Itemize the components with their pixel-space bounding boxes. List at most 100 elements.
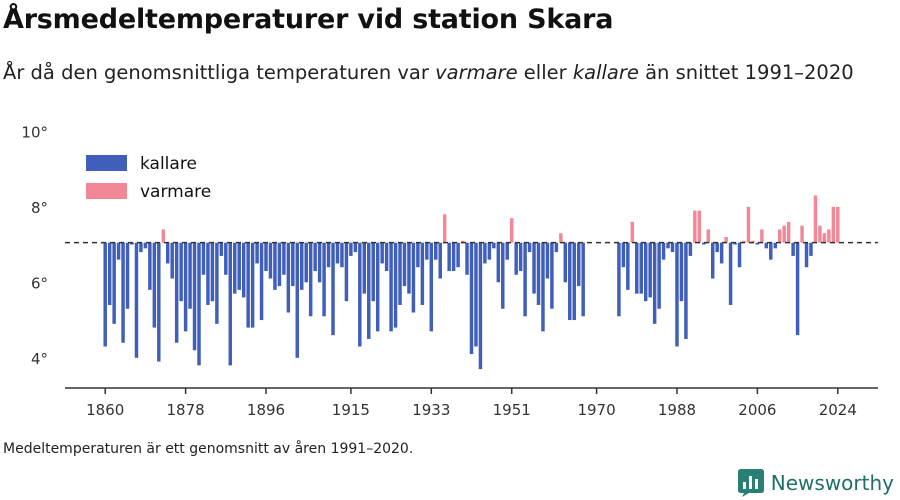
bar-colder [474, 242, 478, 347]
bar-colder [425, 242, 429, 260]
bar-colder [210, 242, 215, 302]
bar-colder [349, 242, 353, 256]
x-tick-label: 1970 [577, 401, 615, 419]
bar-colder [233, 242, 237, 294]
bar-colder [666, 242, 670, 249]
bar-colder [532, 242, 536, 294]
bar-warmer [760, 229, 764, 243]
bar-colder [626, 242, 630, 290]
bar-colder [429, 242, 434, 332]
chart-title: Årsmedeltemperaturer vid station Skara [3, 4, 614, 35]
bar-warmer [693, 210, 697, 243]
bar-colder [291, 242, 295, 287]
bar-colder [728, 242, 733, 305]
bar-colder [434, 242, 438, 260]
bar-colder [398, 242, 402, 305]
bar-colder [804, 242, 809, 268]
bar-colder [121, 242, 125, 343]
bar-colder [246, 242, 250, 328]
bar-colder [197, 242, 201, 366]
bar-colder [393, 242, 398, 328]
bar-colder [304, 242, 308, 283]
bar-colder [219, 242, 224, 256]
bar-warmer [800, 225, 804, 243]
brand-name: Newsworthy [770, 471, 894, 495]
bar-colder [648, 242, 652, 298]
bar-colder [353, 242, 358, 253]
bar-colder [103, 242, 107, 347]
y-tick-label: 6° [31, 274, 48, 292]
bar-colder [179, 242, 183, 302]
subtitle-cold-word: kallare [572, 61, 639, 84]
bar-colder [518, 242, 523, 271]
x-tick-label: 1878 [167, 401, 205, 419]
bar-warmer [827, 229, 831, 243]
bar-colder [635, 242, 639, 294]
bar-colder [719, 242, 724, 264]
y-tick-label: 8° [31, 199, 48, 217]
bar-series [103, 195, 840, 370]
bar-colder [514, 242, 518, 275]
y-tick-label: 4° [31, 350, 48, 368]
bar-warmer [813, 195, 818, 243]
bar-colder [621, 242, 626, 268]
bar-colder [407, 242, 411, 294]
bar-warmer [509, 218, 514, 243]
bar-colder [215, 242, 219, 324]
bar-colder [224, 242, 228, 275]
bar-warmer [836, 206, 840, 243]
bar-colder [130, 242, 134, 245]
bar-colder [469, 242, 474, 355]
bar-colder [300, 242, 304, 290]
temperature-bar-chart: 4° 6° 8° 10° 1860 1878 1896 1915 1933 1951 1970 19… [21, 123, 878, 419]
bar-colder [143, 242, 148, 249]
bar-colder [733, 242, 737, 245]
subtitle-part2: eller [517, 61, 573, 84]
bar-colder [639, 242, 643, 294]
bar-colder [228, 242, 233, 366]
bar-colder [188, 242, 192, 309]
bar-colder [375, 242, 380, 332]
legend-label-kallare: kallare [140, 154, 197, 174]
bar-colder [411, 242, 416, 313]
bar-colder [134, 242, 139, 358]
footnote: Medeltemperaturen är ett genomsnitt av å… [3, 441, 414, 457]
bar-warmer [706, 229, 710, 243]
bar-colder [545, 242, 550, 279]
x-axis: 1860 1878 1896 1915 1933 1951 1970 1988 2006 2024 [65, 387, 878, 419]
x-tick-label: 1860 [86, 401, 124, 419]
bar-colder [791, 242, 795, 256]
x-tick-label: 1933 [412, 401, 450, 419]
bar-warmer [742, 240, 746, 243]
bar-colder [505, 242, 509, 260]
y-axis: 4° 6° 8° 10° [21, 123, 48, 367]
bar-colder [389, 242, 393, 332]
bar-colder [166, 242, 170, 264]
bar-colder [183, 242, 188, 332]
bar-colder [286, 242, 291, 313]
legend: kallare varmare [86, 154, 211, 202]
bar-colder [125, 242, 130, 309]
bar-colder [478, 242, 483, 370]
bar-colder [492, 242, 496, 249]
bar-warmer [442, 214, 447, 243]
bar-colder [268, 242, 273, 279]
bar-colder [371, 242, 375, 302]
bar-colder [313, 242, 317, 271]
bar-warmer [786, 221, 791, 243]
legend-swatch-varmare [86, 183, 127, 199]
bar-warmer [630, 221, 635, 243]
x-tick-label: 1915 [332, 401, 370, 419]
brand-logo[interactable]: Newsworthy [737, 466, 894, 500]
bar-colder [322, 242, 326, 317]
x-tick-label: 1896 [247, 401, 285, 419]
bar-colder [139, 242, 143, 253]
bar-warmer [724, 237, 728, 243]
bar-colder [527, 242, 532, 253]
y-tick-label: 10° [21, 123, 48, 141]
bar-colder [550, 242, 554, 309]
bar-colder [451, 242, 456, 271]
bar-colder [657, 242, 661, 309]
bar-colder [652, 242, 657, 324]
bar-colder [447, 242, 451, 271]
